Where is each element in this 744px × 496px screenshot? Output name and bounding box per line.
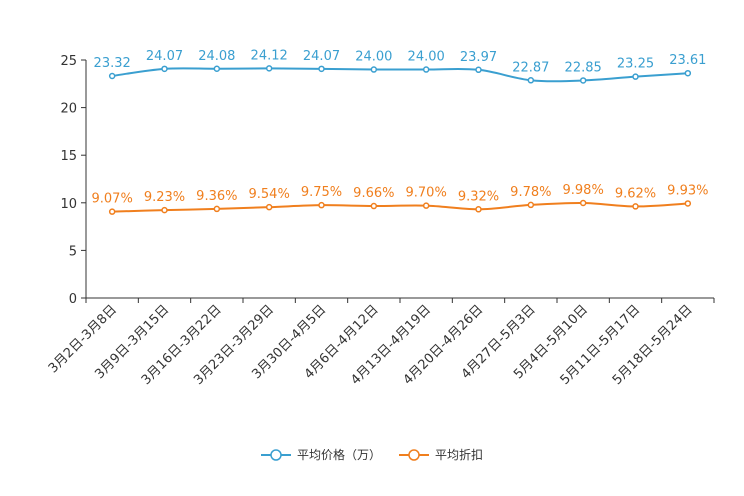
data-label: 9.32% — [458, 189, 499, 204]
data-point[interactable] — [422, 202, 430, 209]
data-label: 9.93% — [667, 183, 708, 198]
data-point[interactable] — [108, 208, 116, 215]
data-label: 23.25 — [617, 57, 654, 72]
data-label: 23.32 — [94, 56, 131, 71]
y-tick-label: 0 — [69, 292, 77, 307]
data-point[interactable] — [579, 199, 587, 207]
data-label: 9.62% — [615, 186, 656, 201]
data-point[interactable] — [265, 203, 273, 211]
data-label: 24.08 — [198, 49, 235, 64]
series-layer — [108, 65, 692, 215]
legend-item-price[interactable]: 平均价格（万） — [260, 446, 381, 463]
y-tick-label: 20 — [60, 102, 77, 117]
data-label: 24.12 — [251, 48, 288, 63]
data-point[interactable] — [684, 69, 692, 77]
data-label: 22.85 — [565, 60, 602, 75]
data-label: 9.23% — [144, 190, 185, 205]
data-label: 24.00 — [355, 50, 392, 65]
data-point[interactable] — [213, 205, 221, 213]
data-label: 24.07 — [146, 49, 183, 64]
data-point[interactable] — [161, 65, 168, 73]
data-label: 23.61 — [669, 53, 706, 68]
data-point[interactable] — [422, 66, 430, 73]
y-tick-label: 10 — [60, 197, 77, 212]
y-tick-label: 25 — [60, 54, 77, 69]
data-point[interactable] — [318, 65, 325, 73]
data-point[interactable] — [265, 65, 273, 72]
data-point[interactable] — [108, 72, 116, 80]
data-label: 22.87 — [512, 60, 549, 75]
data-label: 9.75% — [301, 185, 342, 200]
data-labels: 23.32 24.07 24.08 24.12 24.07 24.00 24.00 23.97… — [92, 48, 709, 206]
data-point[interactable] — [370, 66, 378, 73]
data-point[interactable] — [213, 65, 221, 73]
data-point[interactable] — [527, 77, 535, 84]
data-point[interactable] — [475, 66, 482, 74]
data-label: 24.07 — [303, 49, 340, 64]
legend-item-discount[interactable]: 平均折扣 — [399, 446, 483, 463]
data-point[interactable] — [684, 200, 692, 207]
circle-line-icon — [399, 448, 429, 461]
data-label: 9.36% — [196, 189, 237, 204]
data-point[interactable] — [632, 73, 639, 80]
data-label: 9.78% — [510, 185, 551, 200]
circle-line-icon — [260, 448, 291, 461]
data-label: 9.98% — [563, 183, 604, 198]
data-point[interactable] — [475, 206, 482, 213]
y-axis: 0 5 10 15 20 25 — [60, 54, 87, 307]
data-label: 9.54% — [249, 187, 290, 202]
series-line-0 — [112, 67, 688, 83]
data-label: 23.97 — [460, 50, 497, 65]
data-point[interactable] — [318, 201, 325, 209]
data-label: 9.66% — [353, 186, 394, 201]
data-point[interactable] — [632, 203, 639, 210]
legend-label-discount: 平均折扣 — [435, 448, 484, 462]
data-point[interactable] — [370, 202, 378, 210]
data-point[interactable] — [161, 206, 168, 214]
y-tick-label: 15 — [60, 149, 77, 164]
data-label: 24.00 — [408, 50, 445, 65]
y-tick-label: 5 — [69, 244, 77, 259]
series-line-1 — [112, 201, 688, 213]
data-point[interactable] — [579, 77, 587, 84]
data-label: 9.07% — [92, 192, 133, 207]
legend-label-price: 平均价格（万） — [296, 448, 381, 462]
legend: 平均价格（万） 平均折扣 — [0, 446, 744, 463]
data-label: 9.70% — [406, 186, 447, 201]
x-axis: 3月2日-3月8日3月9日-3月15日3月16日-3月22日3月23日-3月29… — [46, 297, 715, 388]
data-point[interactable] — [527, 201, 535, 209]
